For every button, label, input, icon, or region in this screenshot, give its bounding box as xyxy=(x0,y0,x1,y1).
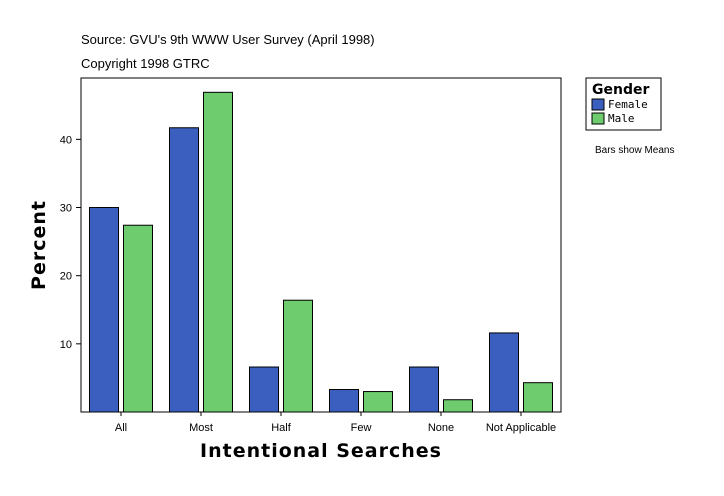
legend-label-male: Male xyxy=(608,112,635,125)
bar-female-most xyxy=(169,127,199,413)
x-tick-label: None xyxy=(428,422,454,434)
legend-title: Gender xyxy=(592,82,649,98)
y-axis-title: Percent xyxy=(28,200,50,290)
y-tick-label: 40 xyxy=(60,134,72,146)
x-axis-categories: All Most Half Few None Not Applicable xyxy=(115,412,556,434)
y-axis-ticks: 10 20 30 40 xyxy=(60,134,81,351)
bar-female-not-applicable xyxy=(489,332,519,413)
bar-male-not-applicable xyxy=(523,382,553,413)
legend-label-female: Female xyxy=(608,98,648,111)
x-tick-label: All xyxy=(115,422,127,434)
plot-area xyxy=(80,77,562,413)
bar-male-all xyxy=(123,224,153,413)
x-tick-label: Most xyxy=(189,422,213,434)
legend-swatch-female xyxy=(591,98,605,111)
x-tick-label: Half xyxy=(271,422,292,434)
legend: Gender Female Male xyxy=(585,77,662,131)
bar-male-half xyxy=(283,299,313,413)
bar-male-few xyxy=(363,391,393,413)
copyright-text: Copyright 1998 GTRC xyxy=(81,56,210,71)
bars-group xyxy=(89,91,553,413)
y-tick-label: 20 xyxy=(60,271,72,283)
y-tick-label: 10 xyxy=(60,339,72,351)
bars-note: Bars show Means xyxy=(595,145,674,156)
bar-female-half xyxy=(249,366,279,413)
y-tick-label: 30 xyxy=(60,203,72,215)
legend-swatch-male xyxy=(591,112,605,125)
bar-female-none xyxy=(409,366,439,413)
x-axis-title: Intentional Searches xyxy=(200,440,442,462)
bar-female-few xyxy=(329,389,359,413)
source-text: Source: GVU's 9th WWW User Survey (April… xyxy=(81,32,375,47)
bar-female-all xyxy=(89,207,119,413)
x-tick-label: Few xyxy=(351,422,372,434)
x-tick-label: Not Applicable xyxy=(486,422,556,434)
bar-male-most xyxy=(203,91,233,413)
bar-male-none xyxy=(443,399,473,413)
